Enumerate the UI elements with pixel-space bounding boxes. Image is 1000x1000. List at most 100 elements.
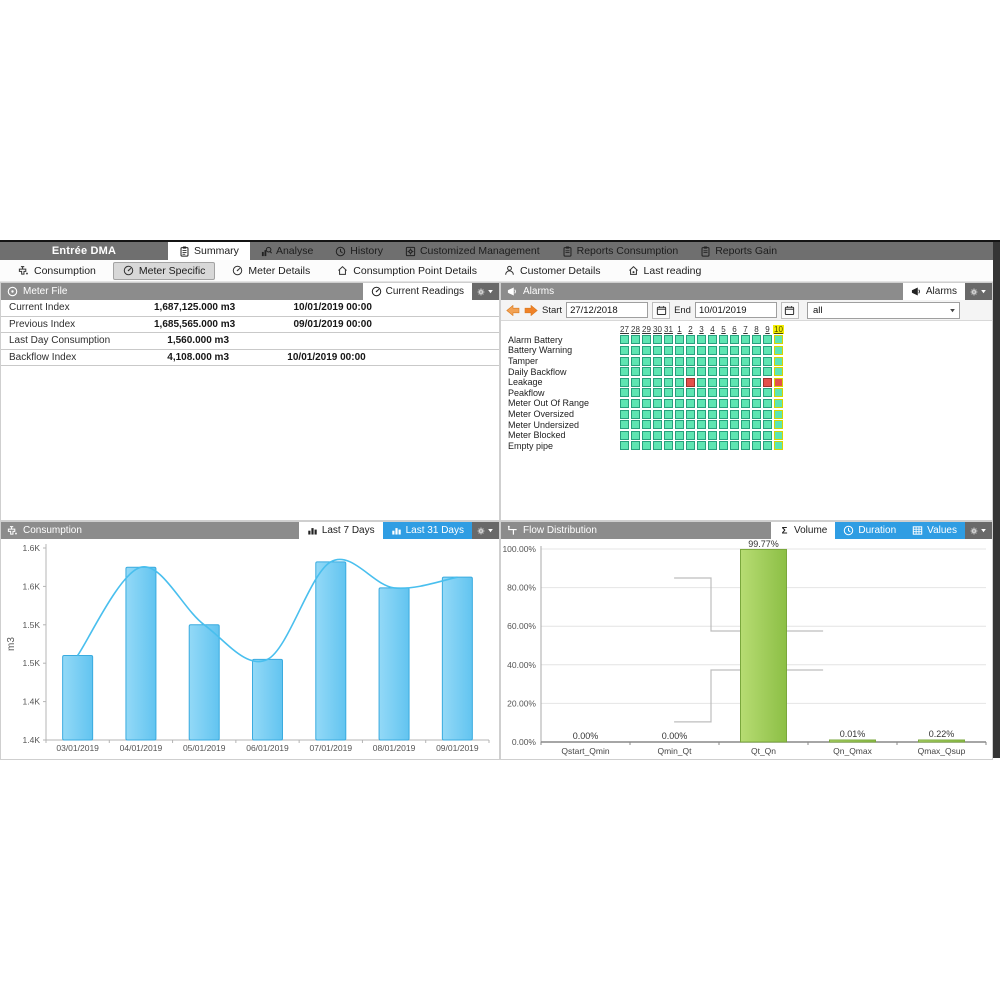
alarm-cell[interactable]	[752, 398, 761, 408]
alarm-cell[interactable]	[664, 441, 673, 451]
alarm-cell[interactable]	[620, 398, 629, 408]
tab-alarms[interactable]: Alarms	[902, 283, 965, 300]
top-tab-history[interactable]: History	[324, 242, 394, 260]
consumption-bar[interactable]	[188, 624, 220, 741]
alarm-cell[interactable]	[741, 335, 750, 345]
alarm-cell[interactable]	[675, 441, 684, 451]
alarm-cell[interactable]	[620, 441, 629, 451]
alarm-cell[interactable]	[697, 377, 706, 387]
sub-tab-customer-details[interactable]: Customer Details	[494, 262, 611, 280]
alarm-cell[interactable]	[774, 367, 783, 377]
alarm-cell[interactable]	[697, 409, 706, 419]
flow-bar[interactable]	[918, 739, 965, 743]
alarm-cell[interactable]	[763, 420, 772, 430]
alarm-cell[interactable]	[752, 377, 761, 387]
grid-column-header[interactable]: 5	[721, 324, 726, 334]
alarm-cell[interactable]	[664, 335, 673, 345]
alarm-cell[interactable]	[774, 377, 783, 387]
meter-file-settings-button[interactable]	[472, 283, 499, 300]
alarm-cell[interactable]	[664, 345, 673, 355]
alarm-cell[interactable]	[653, 441, 662, 451]
alarm-cell[interactable]	[642, 388, 651, 398]
alarm-cell[interactable]	[697, 398, 706, 408]
alarm-cell[interactable]	[708, 377, 717, 387]
alarm-cell[interactable]	[653, 388, 662, 398]
consumption-tab-last-31-days[interactable]: Last 31 Days	[382, 522, 472, 539]
alarm-cell[interactable]	[675, 398, 684, 408]
alarm-cell[interactable]	[620, 388, 629, 398]
alarm-cell[interactable]	[642, 409, 651, 419]
alarm-cell[interactable]	[653, 409, 662, 419]
alarm-cell[interactable]	[730, 398, 739, 408]
alarm-cell[interactable]	[763, 441, 772, 451]
alarm-cell[interactable]	[752, 388, 761, 398]
alarm-cell[interactable]	[631, 430, 640, 440]
alarm-cell[interactable]	[664, 398, 673, 408]
alarm-cell[interactable]	[730, 356, 739, 366]
alarm-cell[interactable]	[774, 388, 783, 398]
alarm-cell[interactable]	[631, 377, 640, 387]
alarm-cell[interactable]	[675, 430, 684, 440]
top-tab-customized-management[interactable]: Customized Management	[394, 242, 551, 260]
alarm-cell[interactable]	[631, 388, 640, 398]
flow-tab-duration[interactable]: Duration	[835, 522, 905, 539]
alarm-cell[interactable]	[763, 335, 772, 345]
alarm-cell[interactable]	[730, 377, 739, 387]
grid-column-header[interactable]: 27	[620, 324, 629, 334]
alarm-cell[interactable]	[642, 335, 651, 345]
consumption-tab-last-7-days[interactable]: Last 7 Days	[298, 522, 383, 539]
alarm-cell[interactable]	[752, 430, 761, 440]
alarm-cell[interactable]	[730, 441, 739, 451]
alarm-cell[interactable]	[620, 345, 629, 355]
alarm-cell[interactable]	[686, 388, 695, 398]
top-tab-reports-consumption[interactable]: Reports Consumption	[551, 242, 690, 260]
alarm-cell[interactable]	[620, 377, 629, 387]
alarm-cell[interactable]	[763, 388, 772, 398]
alarm-cell[interactable]	[741, 367, 750, 377]
alarm-cell[interactable]	[675, 377, 684, 387]
alarm-cell[interactable]	[774, 335, 783, 345]
alarm-cell[interactable]	[642, 398, 651, 408]
alarms-settings-button[interactable]	[965, 283, 992, 300]
alarm-cell[interactable]	[730, 335, 739, 345]
alarm-cell[interactable]	[686, 377, 695, 387]
grid-column-header[interactable]: 29	[642, 324, 651, 334]
grid-column-header[interactable]: 30	[653, 324, 662, 334]
alarm-cell[interactable]	[697, 356, 706, 366]
alarm-cell[interactable]	[763, 367, 772, 377]
alarm-cell[interactable]	[664, 409, 673, 419]
alarm-cell[interactable]	[730, 388, 739, 398]
alarm-cell[interactable]	[774, 420, 783, 430]
alarm-cell[interactable]	[752, 335, 761, 345]
alarm-cell[interactable]	[697, 430, 706, 440]
alarm-cell[interactable]	[730, 345, 739, 355]
grid-column-header[interactable]: 28	[631, 324, 640, 334]
sub-tab-consumption-point-details[interactable]: Consumption Point Details	[327, 262, 487, 280]
alarm-type-select[interactable]: all	[806, 301, 960, 319]
alarm-cell[interactable]	[686, 420, 695, 430]
alarm-cell[interactable]	[653, 345, 662, 355]
top-tab-analyse[interactable]: Analyse	[250, 242, 324, 260]
alarm-cell[interactable]	[686, 367, 695, 377]
alarm-cell[interactable]	[697, 345, 706, 355]
alarm-cell[interactable]	[774, 441, 783, 451]
alarm-cell[interactable]	[631, 335, 640, 345]
alarm-cell[interactable]	[664, 420, 673, 430]
alarm-cell[interactable]	[708, 345, 717, 355]
alarm-cell[interactable]	[708, 356, 717, 366]
alarm-cell[interactable]	[708, 367, 717, 377]
alarm-cell[interactable]	[719, 377, 728, 387]
alarm-cell[interactable]	[719, 356, 728, 366]
alarm-cell[interactable]	[686, 430, 695, 440]
sub-tab-meter-specific[interactable]: Meter Specific	[112, 261, 216, 280]
alarm-cell[interactable]	[774, 409, 783, 419]
alarm-cell[interactable]	[620, 420, 629, 430]
alarm-cell[interactable]	[697, 367, 706, 377]
alarm-cell[interactable]	[708, 398, 717, 408]
alarm-cell[interactable]	[741, 409, 750, 419]
top-tab-summary[interactable]: Summary	[168, 242, 250, 260]
alarm-cell[interactable]	[774, 398, 783, 408]
alarm-cell[interactable]	[719, 441, 728, 451]
alarm-cell[interactable]	[686, 335, 695, 345]
alarm-cell[interactable]	[675, 345, 684, 355]
